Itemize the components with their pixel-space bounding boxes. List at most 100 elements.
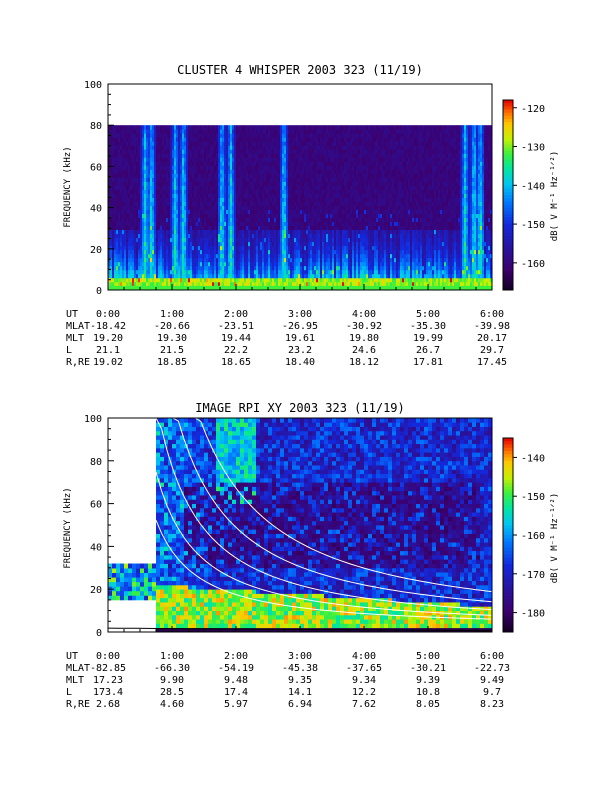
spectrogram-cells bbox=[108, 125, 493, 290]
spectrogram-cell bbox=[214, 169, 217, 174]
spectrogram-cell bbox=[140, 145, 143, 150]
spectrogram-cell bbox=[224, 149, 227, 154]
spectrogram-cell bbox=[116, 129, 119, 134]
spectrogram-cell bbox=[208, 137, 211, 142]
spectrogram-cell bbox=[224, 165, 227, 170]
spectrogram-cell bbox=[278, 205, 281, 210]
spectrogram-cell bbox=[170, 249, 173, 255]
spectrogram-cell bbox=[118, 229, 121, 235]
spectrogram-cell bbox=[276, 181, 279, 186]
spectrogram-cell bbox=[144, 173, 147, 178]
spectrogram-cell bbox=[194, 253, 197, 259]
spectrogram-cell bbox=[196, 245, 199, 251]
spectrogram-cell bbox=[228, 249, 231, 255]
spectrogram-cell bbox=[226, 225, 229, 231]
spectrogram-cell bbox=[340, 153, 343, 158]
spectrogram-cell bbox=[136, 273, 139, 279]
spectrogram-cell bbox=[238, 269, 241, 275]
spectrogram-cell bbox=[178, 169, 181, 174]
spectrogram-cell bbox=[256, 229, 259, 235]
spectrogram-cell bbox=[254, 153, 257, 158]
spectrogram-cell bbox=[326, 221, 329, 227]
spectrogram-cell bbox=[226, 217, 229, 223]
spectrogram-cell bbox=[250, 189, 253, 194]
spectrogram-cell bbox=[156, 133, 159, 138]
spectrogram-cell bbox=[256, 137, 259, 142]
spectrogram-cell bbox=[232, 249, 235, 255]
spectrogram-cell bbox=[172, 241, 175, 247]
spectrogram-cell bbox=[228, 185, 231, 190]
spectrogram-cell bbox=[272, 137, 275, 142]
spectrogram-cell bbox=[352, 221, 355, 227]
spectrogram-cell bbox=[156, 269, 159, 275]
spectrogram-cell bbox=[136, 221, 139, 227]
spectrogram-cell bbox=[120, 145, 123, 150]
spectrogram-cell bbox=[298, 189, 301, 194]
spectrogram-cell bbox=[308, 173, 311, 178]
spectrogram-cell bbox=[108, 209, 111, 214]
spectrogram-cell bbox=[226, 189, 229, 194]
spectrogram-cell bbox=[262, 141, 265, 146]
spectrogram-cell bbox=[268, 181, 271, 186]
spectrogram-cell bbox=[270, 165, 273, 170]
spectrogram-cell bbox=[184, 153, 187, 158]
spectrogram-cell bbox=[348, 141, 351, 146]
spectrogram-cell bbox=[264, 185, 267, 190]
spectrogram-cell bbox=[118, 149, 121, 154]
spectrogram-cell bbox=[328, 129, 331, 134]
spectrogram-cell bbox=[120, 133, 123, 138]
spectrogram-cell bbox=[172, 221, 175, 227]
spectrogram-cell bbox=[140, 157, 143, 162]
spectrogram-cell bbox=[292, 273, 295, 279]
spectrogram-cell bbox=[110, 273, 113, 279]
spectrogram-cell bbox=[154, 213, 157, 218]
spectrogram-cell bbox=[268, 221, 271, 227]
spectrogram-cell bbox=[120, 261, 123, 267]
spectrogram-cell bbox=[270, 265, 273, 271]
spectrogram-cell bbox=[136, 233, 139, 239]
spectrogram-cell bbox=[212, 185, 215, 190]
spectrogram-cell bbox=[182, 229, 185, 235]
spectrogram-cell bbox=[302, 217, 305, 223]
spectrogram-cell bbox=[170, 269, 173, 275]
spectrogram-cell bbox=[174, 173, 177, 178]
spectrogram-cell bbox=[356, 221, 359, 227]
spectrogram-cell bbox=[322, 173, 325, 178]
spectrogram-cell bbox=[168, 153, 171, 158]
spectrogram-cell bbox=[298, 233, 301, 239]
spectrogram-cell bbox=[286, 253, 289, 259]
spectrogram-cell bbox=[168, 209, 171, 214]
spectrogram-cell bbox=[304, 209, 307, 214]
spectrogram-cell bbox=[174, 185, 177, 190]
spectrogram-cell bbox=[238, 125, 241, 130]
spectrogram-cell bbox=[340, 169, 343, 174]
spectrogram-cell bbox=[346, 209, 349, 214]
spectrogram-cell bbox=[304, 197, 307, 202]
spectrogram-cell bbox=[148, 205, 151, 210]
spectrogram-cell bbox=[210, 269, 213, 275]
spectrogram-cell bbox=[198, 185, 201, 190]
spectrogram-cell bbox=[256, 245, 259, 251]
spectrogram-cell bbox=[198, 205, 201, 210]
spectrogram-cell bbox=[238, 217, 241, 223]
spectrogram-cell bbox=[152, 205, 155, 210]
spectrogram-cell bbox=[268, 265, 271, 271]
spectrogram-cell bbox=[310, 205, 313, 210]
spectrogram-cell bbox=[222, 273, 225, 279]
spectrogram-cell bbox=[300, 229, 303, 235]
spectrogram-cell bbox=[290, 169, 293, 174]
spectrogram-cell bbox=[134, 193, 137, 198]
spectrogram-cell bbox=[114, 209, 117, 214]
spectrogram-cell bbox=[350, 233, 353, 239]
spectrogram-cell bbox=[154, 173, 157, 178]
spectrogram-cell bbox=[340, 237, 343, 243]
spectrogram-cell bbox=[138, 193, 141, 198]
spectrogram-cell bbox=[308, 277, 311, 283]
spectrogram-cell bbox=[240, 169, 243, 174]
spectrogram-cell bbox=[146, 257, 149, 263]
spectrogram-cell bbox=[256, 249, 259, 255]
spectrogram-cell bbox=[280, 249, 283, 255]
spectrogram-cell bbox=[258, 253, 261, 259]
spectrogram-cell bbox=[322, 197, 325, 202]
spectrogram-cell bbox=[316, 177, 319, 182]
